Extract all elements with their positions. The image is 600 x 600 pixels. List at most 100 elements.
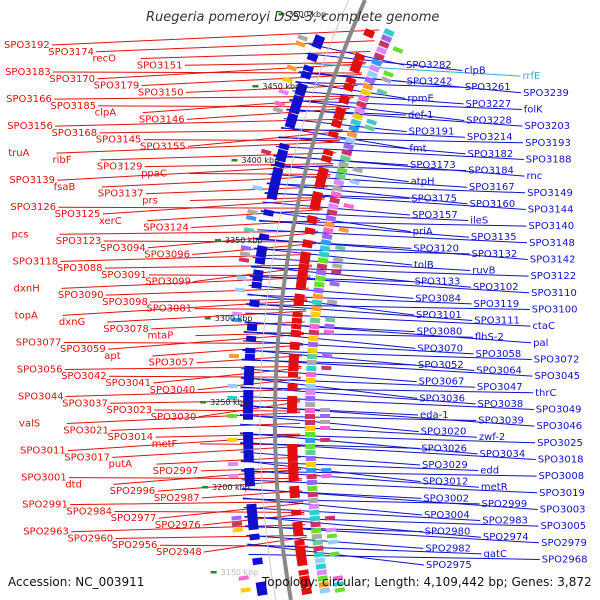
cog-color-block: [294, 40, 306, 48]
cog-color-block: [320, 413, 331, 419]
label-connector-line: [193, 266, 312, 283]
gene-label: ruvB: [472, 266, 495, 277]
cog-color-block: [306, 467, 317, 474]
label-connector-line: [64, 365, 302, 370]
label-connector-line: [61, 276, 311, 289]
reverse-gene-arrow: [243, 443, 254, 450]
gene-label: SPO3102: [473, 282, 519, 293]
gene-label: SPO3040: [150, 385, 196, 396]
reverse-gene-arrow: [244, 365, 255, 373]
forward-gene-arrow: [294, 293, 305, 302]
reverse-gene-arrow: [244, 473, 255, 482]
gene-label: SPO2975: [426, 560, 472, 571]
cog-color-block: [311, 305, 322, 312]
gene-label: SPO3067: [419, 377, 465, 388]
reverse-gene-arrow: [272, 166, 284, 176]
gene-label: SPO3042: [61, 371, 107, 382]
cog-color-block: [324, 323, 335, 329]
cog-color-block: [305, 383, 316, 390]
label-connector-line: [184, 61, 367, 66]
gene-label: gatC: [484, 549, 507, 560]
forward-gene-arrow: [301, 587, 313, 596]
gene-label: recO: [93, 54, 117, 65]
gene-label: eda-1: [420, 410, 449, 421]
label-connector-line: [142, 97, 354, 114]
cog-color-block: [305, 431, 316, 438]
forward-gene-arrow: [296, 275, 308, 284]
label-connector-line: [147, 232, 318, 249]
reverse-gene-arrow: [252, 275, 263, 282]
cog-color-block: [321, 233, 333, 240]
forward-gene-arrow: [306, 214, 318, 225]
cog-color-block: [307, 491, 318, 498]
forward-gene-arrow: [294, 545, 306, 554]
label-connector-line: [247, 294, 472, 305]
reverse-gene-arrow: [243, 395, 254, 404]
cog-color-block: [318, 581, 330, 588]
gene-label: mtaP: [147, 331, 173, 342]
gene-label: SPO3111: [474, 316, 520, 327]
gene-label: rpmE: [407, 93, 434, 104]
cog-color-block: [231, 317, 242, 323]
reverse-gene-arrow: [254, 257, 266, 265]
gene-label: SPO3168: [51, 128, 97, 139]
gene-label: SPO3059: [60, 344, 106, 355]
tick-mark: [204, 317, 211, 320]
cog-color-block: [325, 214, 337, 223]
cog-color-block: [335, 245, 346, 251]
forward-gene-arrow: [287, 383, 298, 391]
label-connector-line: [146, 209, 323, 222]
gene-label: SPO3098: [102, 297, 148, 308]
gene-label: SPO3228: [466, 116, 512, 127]
gene-label: SPO3132: [472, 249, 518, 260]
cog-color-block: [247, 209, 258, 215]
gene-label: SPO3135: [471, 232, 517, 243]
cog-color-block: [316, 569, 328, 576]
cog-color-block: [373, 52, 385, 61]
forward-gene-arrow: [322, 148, 334, 157]
tick-mark: [214, 239, 221, 242]
gene-label: SPO2963: [23, 527, 69, 538]
label-connector-line: [240, 451, 421, 466]
forward-gene-arrow: [287, 401, 298, 409]
reverse-gene-arrow: [243, 371, 255, 380]
label-connector-line: [59, 230, 318, 235]
reverse-gene-arrow: [252, 557, 263, 566]
cog-color-block: [362, 82, 374, 91]
cog-color-block: [243, 227, 255, 233]
gene-label: SPO3139: [9, 175, 55, 186]
cog-color-block: [392, 46, 404, 54]
gene-label: SPO3096: [144, 250, 190, 261]
cog-color-block: [305, 371, 317, 378]
cog-color-block: [305, 437, 316, 444]
label-connector-line: [239, 415, 477, 422]
forward-gene-arrow: [363, 28, 376, 39]
label-connector-line: [240, 432, 478, 455]
cog-color-block: [272, 106, 284, 114]
cog-color-block: [339, 154, 351, 163]
cog-color-block: [320, 239, 332, 246]
cog-color-block: [338, 227, 349, 233]
cog-color-block: [371, 58, 383, 67]
accession-text: Accession: NC_003911: [8, 575, 144, 589]
tick-mark: [200, 401, 207, 404]
reverse-gene-arrow: [243, 431, 254, 439]
gene-label: SPO2982: [425, 543, 471, 554]
forward-gene-arrow: [304, 227, 316, 235]
gene-label: SPO3090: [58, 290, 104, 301]
reverse-gene-arrow: [274, 160, 285, 169]
gene-label: ctaC: [532, 321, 555, 332]
gene-label: SPO3173: [410, 160, 456, 171]
gene-label: SPO3123: [56, 236, 102, 247]
gene-label: SPO2974: [483, 532, 529, 543]
gene-label: SPO3191: [409, 127, 455, 138]
reverse-gene-arrow: [306, 52, 319, 63]
backbone-arc-group: [259, 0, 367, 600]
cog-color-block: [327, 202, 339, 211]
label-connector-line: [260, 210, 411, 233]
cog-color-block: [312, 539, 323, 546]
cog-color-block: [308, 329, 320, 336]
label-connector-line: [242, 340, 474, 355]
gene-label: dtd: [65, 479, 82, 490]
